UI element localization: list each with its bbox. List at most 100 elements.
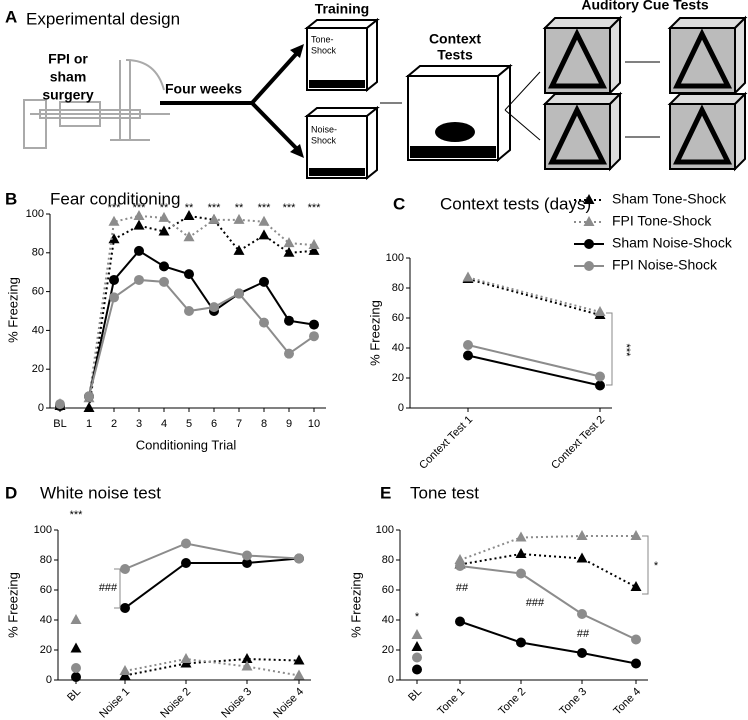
annotation: * (654, 560, 659, 572)
significance: *** (108, 202, 122, 214)
x-tick-label: BL (53, 418, 66, 430)
panel-label: C (393, 194, 405, 213)
marker (181, 558, 191, 568)
grid-floor (309, 168, 365, 176)
x-tick-label: Noise 3 (219, 686, 254, 720)
significance: ** (185, 202, 194, 214)
marker (411, 629, 423, 639)
marker (120, 603, 130, 613)
chart: B Fear conditioning % Freezing Conditioning… (5, 189, 326, 452)
chart: E Tone test % Freezing 0 20 40 60 80 100 BL Tone 1… (348, 483, 658, 717)
chart-title: White noise test (40, 483, 161, 502)
bracket (606, 312, 613, 386)
significance: *** (208, 202, 222, 214)
marker (283, 237, 295, 248)
x-tick-label: BL (406, 686, 424, 704)
branch-arrows (160, 50, 300, 152)
series-line (459, 620, 637, 665)
marker (309, 331, 319, 342)
marker (158, 211, 170, 222)
marker (181, 538, 191, 549)
x-tick-label: 10 (308, 418, 320, 430)
y-tick-label: 100 (376, 524, 394, 536)
arrow-head (290, 44, 304, 58)
surgery-text: FPI or (48, 51, 88, 67)
surgery-text: sham (50, 69, 87, 85)
chart: C Context tests (days) % Freezing 0 20 40 60 80… (367, 191, 732, 472)
marker (183, 209, 195, 220)
marker (209, 302, 219, 313)
marker (183, 231, 195, 242)
x-tick-label: Context Test 2 (549, 414, 607, 472)
significance: *** (308, 202, 322, 214)
marker (258, 229, 270, 240)
chart-title: Fear conditioning (50, 189, 180, 208)
cue-label: Auditory Cue Tests (581, 0, 709, 13)
marker (293, 669, 305, 680)
marker (108, 233, 120, 244)
marker (309, 319, 319, 330)
y-tick-label: 60 (392, 312, 404, 324)
marker (455, 561, 465, 571)
marker (631, 658, 641, 669)
marker (159, 261, 169, 272)
series-line (88, 249, 315, 397)
series-line (467, 276, 601, 313)
significance: ** (160, 202, 169, 214)
marker (133, 219, 145, 230)
marker (577, 609, 587, 619)
marker (455, 616, 465, 627)
marker (515, 531, 527, 542)
marker (109, 274, 119, 285)
y-tick-label: 40 (40, 614, 52, 626)
series-line (459, 535, 636, 561)
training-boxes (304, 17, 380, 181)
x-tick-label: 4 (161, 418, 167, 430)
legend-marker (583, 194, 595, 204)
series-line (124, 657, 300, 677)
significance: *** (283, 202, 297, 214)
box-text: Noise- (311, 124, 337, 134)
x-tick-label: BL (65, 686, 83, 704)
x-tick-label: Noise 1 (97, 686, 132, 720)
annotation: ### (526, 597, 545, 609)
legend-label: Sham Noise-Shock (612, 235, 733, 251)
panel-label: A (5, 7, 17, 26)
y-tick-label: 20 (392, 372, 404, 384)
y-tick-label: 80 (40, 554, 52, 566)
context-label: Tests (437, 47, 473, 63)
marker (412, 652, 422, 663)
marker (134, 245, 144, 256)
marker (119, 665, 131, 675)
series-line (459, 565, 637, 641)
y-axis-label: % Freezing (5, 277, 20, 343)
training-label: Training (315, 1, 369, 17)
x-tick-label: 8 (261, 418, 267, 430)
annotation: ## (577, 628, 590, 640)
marker (159, 276, 169, 287)
marker (83, 402, 95, 412)
marker (259, 276, 269, 287)
legend-label: FPI Tone-Shock (612, 213, 712, 229)
marker (258, 215, 270, 226)
box-text: Tone- (311, 34, 334, 44)
marker (109, 292, 119, 303)
marker (284, 348, 294, 359)
marker (293, 654, 305, 665)
y-tick-label: 60 (40, 584, 52, 596)
significance: *** (133, 202, 147, 214)
marker (462, 271, 474, 282)
marker (208, 213, 220, 224)
y-axis-label: % Freezing (348, 572, 363, 638)
x-tick-label: Noise 4 (271, 686, 306, 720)
marker (241, 653, 253, 663)
marker (284, 315, 294, 326)
cue-boxes (542, 15, 748, 172)
marker (70, 614, 82, 624)
x-tick-label: Tone 2 (496, 686, 528, 718)
x-tick-label: 3 (136, 418, 142, 430)
annotation: * (415, 611, 420, 623)
grid-floor (410, 146, 496, 158)
y-tick-label: 0 (388, 674, 394, 686)
